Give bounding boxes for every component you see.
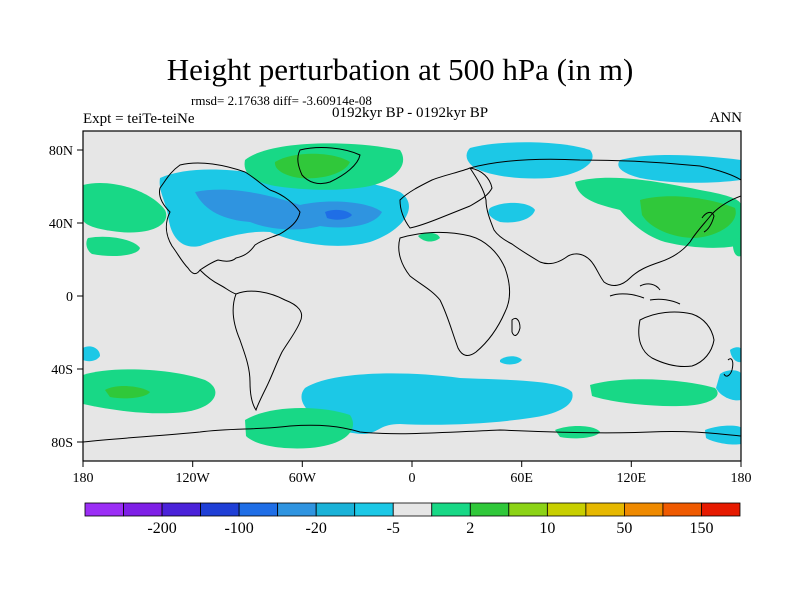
coast-indonesia bbox=[609, 283, 681, 305]
region-east-pacific-patch bbox=[732, 237, 741, 257]
colorbar-label: 50 bbox=[616, 520, 632, 537]
colorbar bbox=[84, 502, 741, 517]
experiment-label: Expt = teiTe-teiNe bbox=[83, 111, 195, 127]
season-label: ANN bbox=[709, 110, 743, 126]
lon-tick-label: 180 bbox=[731, 471, 752, 486]
figure-title: Height perturbation at 500 hPa (in m) bbox=[166, 52, 634, 87]
subtitle: 0192kyr BP - 0192kyr BP bbox=[331, 105, 489, 121]
colorbar-swatch bbox=[161, 502, 201, 517]
colorbar-swatch bbox=[315, 502, 356, 517]
colorbar-swatch bbox=[354, 502, 394, 517]
coast-africa bbox=[398, 231, 510, 356]
colorbar-swatch bbox=[701, 502, 741, 517]
colorbar-swatch bbox=[123, 502, 163, 517]
colorbar-swatch bbox=[469, 502, 510, 517]
region-southern-ocean-east-low bbox=[716, 370, 741, 401]
lon-tick-label: 0 bbox=[409, 471, 416, 486]
lat-tick-label: 40N bbox=[49, 217, 73, 232]
region-south-pacific-high bbox=[83, 369, 216, 414]
region-southern-ocean-low bbox=[301, 373, 573, 434]
region-antarctic-high bbox=[245, 408, 354, 449]
axis-ticks bbox=[77, 149, 742, 467]
coast-south-america bbox=[232, 290, 303, 412]
colorbar-swatch bbox=[508, 502, 548, 517]
colorbar-swatch bbox=[277, 502, 317, 517]
coast-central-america bbox=[199, 269, 237, 295]
colorbar-swatch bbox=[546, 502, 587, 517]
coast-europe bbox=[399, 167, 493, 229]
region-europe-low bbox=[488, 202, 535, 223]
lat-tick-label: 80S bbox=[51, 436, 73, 451]
anomaly-field bbox=[83, 142, 741, 449]
lon-tick-label: 120E bbox=[617, 471, 647, 486]
region-indian-ocean-high bbox=[590, 379, 718, 407]
map-panel: 80N 40N 0 40S 80S 180 120W 60W 0 60E 120E 180 bbox=[49, 130, 752, 486]
region-south-pacific-core bbox=[105, 386, 150, 399]
colorbar-swatch bbox=[585, 502, 625, 517]
lon-tick-label: 180 bbox=[73, 471, 94, 486]
colorbar-labels: -200 -100 -20 -5 2 10 50 150 bbox=[147, 520, 713, 537]
lon-tick-label: 60E bbox=[510, 471, 533, 486]
stats-line: rmsd= 2.17638 diff= -3.60914e-08 bbox=[191, 93, 372, 108]
colorbar-label: -20 bbox=[306, 520, 327, 537]
region-north-atlantic-deep-low bbox=[325, 209, 352, 220]
colorbar-swatch bbox=[431, 502, 471, 517]
colorbar-label: -200 bbox=[147, 520, 176, 537]
colorbar-label: 10 bbox=[539, 520, 555, 537]
coast-north-america bbox=[159, 162, 301, 275]
region-east-australia-low bbox=[730, 347, 741, 363]
coastlines bbox=[83, 147, 741, 443]
region-greenland-core-high bbox=[274, 153, 350, 179]
colorbar-swatch bbox=[200, 502, 240, 517]
coast-asia bbox=[469, 158, 741, 286]
lon-tick-label: 120W bbox=[176, 471, 211, 486]
colorbar-label: 2 bbox=[466, 520, 474, 537]
latitude-labels: 80N 40N 0 40S 80S bbox=[49, 144, 73, 451]
colorbar-swatch bbox=[662, 502, 702, 517]
region-southwest-low bbox=[83, 346, 100, 362]
colorbar-label: 150 bbox=[689, 520, 713, 537]
lat-tick-label: 80N bbox=[49, 144, 73, 159]
coast-new-zealand bbox=[723, 358, 734, 377]
coast-madagascar bbox=[511, 317, 521, 336]
region-far-south-low bbox=[705, 425, 741, 445]
colorbar-swatch bbox=[624, 502, 664, 517]
colorbar-swatch bbox=[238, 502, 279, 517]
longitude-labels: 180 120W 60W 0 60E 120E 180 bbox=[73, 471, 752, 486]
colorbar-swatch bbox=[84, 502, 124, 517]
coast-greenland bbox=[297, 147, 361, 185]
region-north-pacific-high bbox=[83, 182, 167, 233]
region-mediterranean-high bbox=[418, 232, 440, 242]
lat-tick-label: 0 bbox=[66, 290, 73, 305]
coast-japan bbox=[701, 211, 715, 233]
region-south-africa-low bbox=[500, 356, 522, 365]
region-eurasia-arctic-low bbox=[466, 142, 593, 179]
lat-tick-label: 40S bbox=[51, 363, 73, 378]
colorbar-swatch bbox=[392, 502, 433, 517]
coast-antarctica bbox=[83, 424, 741, 443]
colorbar-label: -100 bbox=[224, 520, 253, 537]
region-east-asia-core-high bbox=[640, 196, 736, 238]
region-north-pacific-high-2 bbox=[86, 236, 140, 256]
coast-australia bbox=[638, 311, 715, 367]
lon-tick-label: 60W bbox=[289, 471, 317, 486]
colorbar-label: -5 bbox=[387, 520, 400, 537]
